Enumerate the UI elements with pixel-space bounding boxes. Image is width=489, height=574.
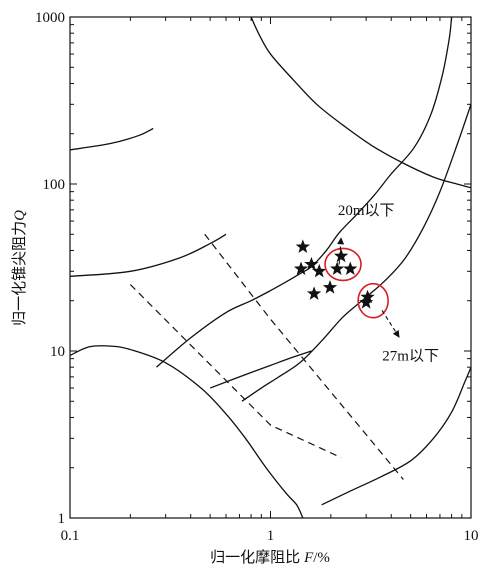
- annotation-label-2: 27m以下: [382, 348, 439, 364]
- data-point-star: [295, 239, 310, 253]
- boundary-curve-4: [156, 17, 453, 368]
- highlight-circle-1: [324, 247, 362, 282]
- data-point-star: [343, 261, 358, 276]
- x-axis-title-var: F: [303, 550, 314, 566]
- boundary-curves: [70, 17, 471, 518]
- x-axis-title-unit: /%: [313, 550, 330, 566]
- data-point-star: [306, 286, 322, 300]
- y-axis-title-var: Q: [12, 210, 28, 221]
- data-point-star: [359, 295, 374, 309]
- arrowhead-1: [337, 237, 345, 245]
- data-point-star: [333, 248, 349, 263]
- y-axis-title-main: 归一化锥尖阻力: [10, 221, 28, 326]
- boundary-curve-1: [70, 127, 154, 151]
- x-axis-title-main: 归一化摩阻比: [210, 548, 300, 566]
- boundary-curve-7: [70, 345, 304, 518]
- boundary-curve-3: [70, 233, 227, 277]
- x-axis-title: 归一化摩阻比 F/%: [210, 548, 330, 566]
- annotation-label-1: 20m以下: [338, 203, 395, 219]
- axis-ticks: [69, 17, 471, 519]
- annotation-arrows: [337, 237, 400, 339]
- boundary-curve-2: [250, 17, 471, 189]
- y-tick-label: 10: [50, 344, 65, 360]
- data-point-star: [293, 261, 309, 276]
- x-tick-label: 1: [267, 528, 275, 544]
- y-tick-label: 1000: [35, 10, 65, 26]
- dashed-boundaries: [129, 233, 404, 480]
- data-point-star: [304, 256, 319, 271]
- data-points: [293, 239, 375, 309]
- data-point-star: [312, 263, 327, 278]
- plot-frame: [69, 16, 472, 519]
- highlight-circles: [324, 247, 389, 319]
- dashed-boundary-1: [129, 284, 342, 459]
- boundary-curve-5: [209, 350, 312, 389]
- data-point-star: [360, 289, 375, 304]
- annotation-arrow-2: [381, 310, 400, 339]
- y-tick-label: 1: [58, 511, 66, 527]
- highlight-circle-2: [357, 282, 389, 319]
- data-point-star: [322, 280, 338, 294]
- dashed-boundary-2: [204, 233, 404, 480]
- y-tick-label: 100: [43, 177, 66, 193]
- data-point-star: [330, 261, 345, 276]
- arrowhead-2: [392, 329, 400, 338]
- boundary-curve-8: [321, 366, 471, 506]
- annotations: 20m以下 27m以下: [338, 203, 439, 364]
- x-tick-label: 0.1: [61, 528, 80, 544]
- y-axis-title: 归一化锥尖阻力Q: [10, 210, 28, 326]
- x-tick-label: 10: [464, 528, 479, 544]
